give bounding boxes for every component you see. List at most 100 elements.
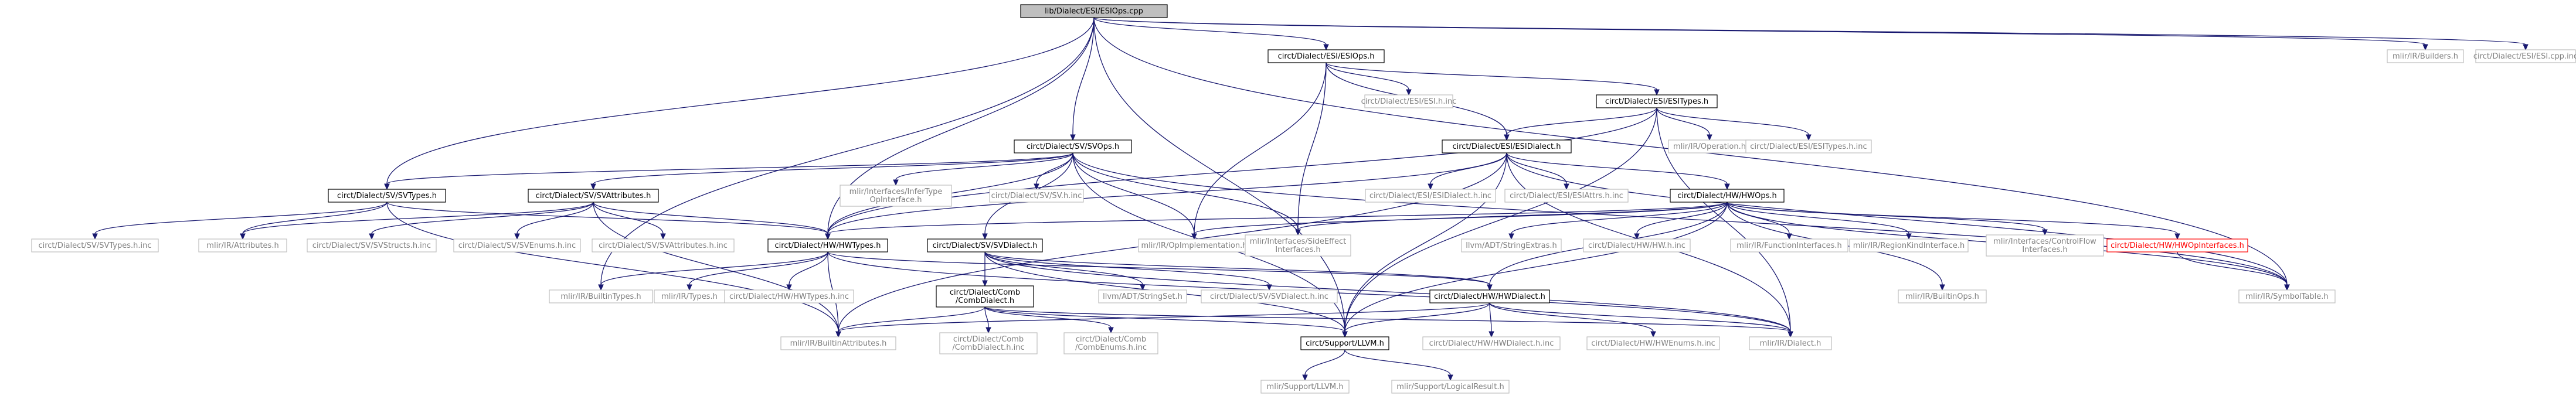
- edge-line: [984, 306, 989, 328]
- node-label: circt/Dialect/Comb: [1076, 335, 1146, 344]
- node-esitypes_h[interactable]: circt/Dialect/ESI/ESITypes.h: [1596, 94, 1718, 108]
- node-label: circt/Dialect/SV/SV.h.inc: [991, 192, 1082, 200]
- node-box: [840, 185, 952, 207]
- edge-line: [1326, 62, 1657, 90]
- edge-line: [1656, 107, 1791, 332]
- node-label: llvm/ADT/StringExtras.h: [1466, 241, 1557, 250]
- edge-svops_h-to-svtypes_h: [384, 152, 1073, 190]
- edge-svattributes_h-to-svstructs_h_inc: [369, 202, 594, 240]
- edge-line: [827, 152, 1507, 234]
- node-label: circt/Dialect/SV/SVTypes.h: [337, 192, 437, 200]
- edge-line: [827, 107, 1657, 234]
- node-root[interactable]: lib/Dialect/ESI/ESIOps.cpp: [1020, 4, 1168, 18]
- node-box: [528, 189, 659, 203]
- node-svops_h[interactable]: circt/Dialect/SV/SVOps.h: [1014, 139, 1132, 153]
- node-label: /CombDialect.h.inc: [952, 343, 1024, 352]
- node-label: circt/Dialect/Comb: [953, 335, 1024, 344]
- edge-arrowhead: [2284, 284, 2290, 291]
- node-esiops_h[interactable]: circt/Dialect/ESI/ESIOps.h: [1267, 49, 1385, 63]
- edge-arrowhead: [1786, 233, 1792, 240]
- edge-esitypes_h-to-operation_h: [1656, 107, 1712, 141]
- edge-line: [827, 251, 1490, 285]
- edge-hwops_h-to-hwopinterfaces: [1727, 202, 2180, 240]
- edge-line: [838, 306, 985, 332]
- edge-line: [984, 251, 1490, 285]
- edge-svops_h-to-infertype: [893, 152, 1073, 186]
- edge-line: [1344, 152, 1507, 332]
- node-label: circt/Dialect/ESI/ESIDialect.h.inc: [1369, 192, 1491, 200]
- node-comb_h[interactable]: circt/Dialect/Comb/CombDialect.h: [936, 285, 1034, 308]
- node-esiattrs_h_inc: circt/Dialect/ESI/ESIAttrs.h.inc: [1504, 189, 1629, 203]
- edge-line: [1511, 202, 1728, 234]
- node-box: [549, 289, 653, 303]
- node-box: [2238, 289, 2336, 303]
- node-comb_h_inc: circt/Dialect/Comb/CombDialect.h.inc: [939, 332, 1038, 354]
- node-hwopinterfaces[interactable]: circt/Dialect/HW/HWOpInterfaces.h: [2106, 238, 2248, 253]
- node-box: [1098, 289, 1187, 303]
- edge-arrowhead: [1564, 183, 1569, 190]
- edge-esitypes_h-to-esidialect_h: [1504, 107, 1657, 141]
- node-box: [1745, 139, 1872, 153]
- edge-root-to-svops_h: [1070, 17, 1095, 141]
- edge-esiops_h-to-opimpl: [1191, 62, 1327, 240]
- edge-hwdialect_h-to-hwdialect_h_inc: [1488, 302, 1494, 338]
- edge-arrowhead: [982, 280, 988, 287]
- node-hwops_h[interactable]: circt/Dialect/HW/HWOps.h: [1670, 189, 1785, 203]
- edge-root-to-svtypes_h: [384, 17, 1095, 190]
- node-esidialect_h[interactable]: circt/Dialect/ESI/ESIDialect.h: [1442, 139, 1572, 153]
- node-label: mlir/IR/Operation.h: [1673, 142, 1746, 151]
- edge-arrowhead: [2174, 233, 2180, 240]
- node-stringextras: llvm/ADT/StringExtras.h: [1461, 238, 1562, 253]
- edge-comb_h-to-builtinattrs: [835, 306, 985, 338]
- edge-line: [1636, 202, 1728, 234]
- edge-line: [1297, 202, 1728, 230]
- node-sv_h_inc: circt/Dialect/SV/SV.h.inc: [989, 189, 1084, 203]
- node-label: circt/Dialect/ESI/ESITypes.h: [1605, 97, 1708, 106]
- edge-line: [1489, 302, 1492, 332]
- node-box: [1260, 380, 1350, 394]
- edge-root-to-builders: [1093, 17, 2428, 51]
- edge-line: [1093, 17, 1327, 45]
- edge-hwtypes_h-to-hwdialect_h: [827, 251, 1493, 291]
- node-box: [1749, 336, 1832, 350]
- node-box: [592, 238, 735, 253]
- edge-line: [371, 202, 594, 234]
- node-box: [1365, 189, 1496, 203]
- edge-hwops_h-to-hw_h_inc: [1634, 202, 1728, 240]
- node-label: mlir/Support/LLVM.h: [1267, 383, 1344, 391]
- node-llvm_h[interactable]: circt/Support/LLVM.h: [1300, 336, 1389, 350]
- node-hwtypes_h[interactable]: circt/Dialect/HW/HWTypes.h: [767, 238, 888, 253]
- node-svattributes_h[interactable]: circt/Dialect/SV/SVAttributes.h: [528, 189, 659, 203]
- node-box: [767, 238, 888, 253]
- edge-line: [593, 202, 664, 234]
- edge-line: [1506, 107, 1657, 135]
- node-svdialect_h[interactable]: circt/Dialect/SV/SVDialect.h: [927, 238, 1043, 253]
- edge-arrowhead: [1323, 44, 1329, 51]
- edge-line: [600, 17, 1095, 285]
- edge-esidialect_h-to-hwops_h: [1506, 152, 1730, 190]
- node-label: circt/Dialect/HW/HWOps.h: [1677, 192, 1777, 200]
- edge-line: [386, 202, 839, 332]
- node-svtypes_h[interactable]: circt/Dialect/SV/SVTypes.h: [328, 189, 446, 203]
- node-label: mlir/IR/FunctionInterfaces.h: [1736, 241, 1842, 250]
- node-box: [1504, 189, 1629, 203]
- edge-line: [386, 202, 828, 234]
- node-label: circt/Dialect/HW/HW.h.inc: [1588, 241, 1685, 250]
- node-box: [1583, 238, 1691, 253]
- edge-line: [984, 306, 1112, 328]
- node-label: mlir/Interfaces/SideEffect: [1250, 237, 1347, 246]
- node-label: mlir/IR/BuiltinTypes.h: [560, 292, 641, 301]
- edge-line: [1344, 302, 1490, 332]
- edge-line: [1194, 62, 1327, 234]
- edge-line: [984, 251, 1791, 332]
- node-box: [328, 189, 446, 203]
- node-builtintypes: mlir/IR/BuiltinTypes.h: [549, 289, 653, 303]
- node-esidialect_h_inc: circt/Dialect/ESI/ESIDialect.h.inc: [1365, 189, 1496, 203]
- edge-hwops_h-to-llvm_h: [1342, 202, 1728, 338]
- node-label: circt/Dialect/ESI/ESIDialect.h: [1452, 142, 1561, 151]
- node-hwdialect_h[interactable]: circt/Dialect/HW/HWDialect.h: [1429, 289, 1550, 303]
- edge-arrowhead: [1487, 284, 1493, 291]
- node-box: [1391, 380, 1510, 394]
- node-label: mlir/IR/Types.h: [661, 292, 718, 301]
